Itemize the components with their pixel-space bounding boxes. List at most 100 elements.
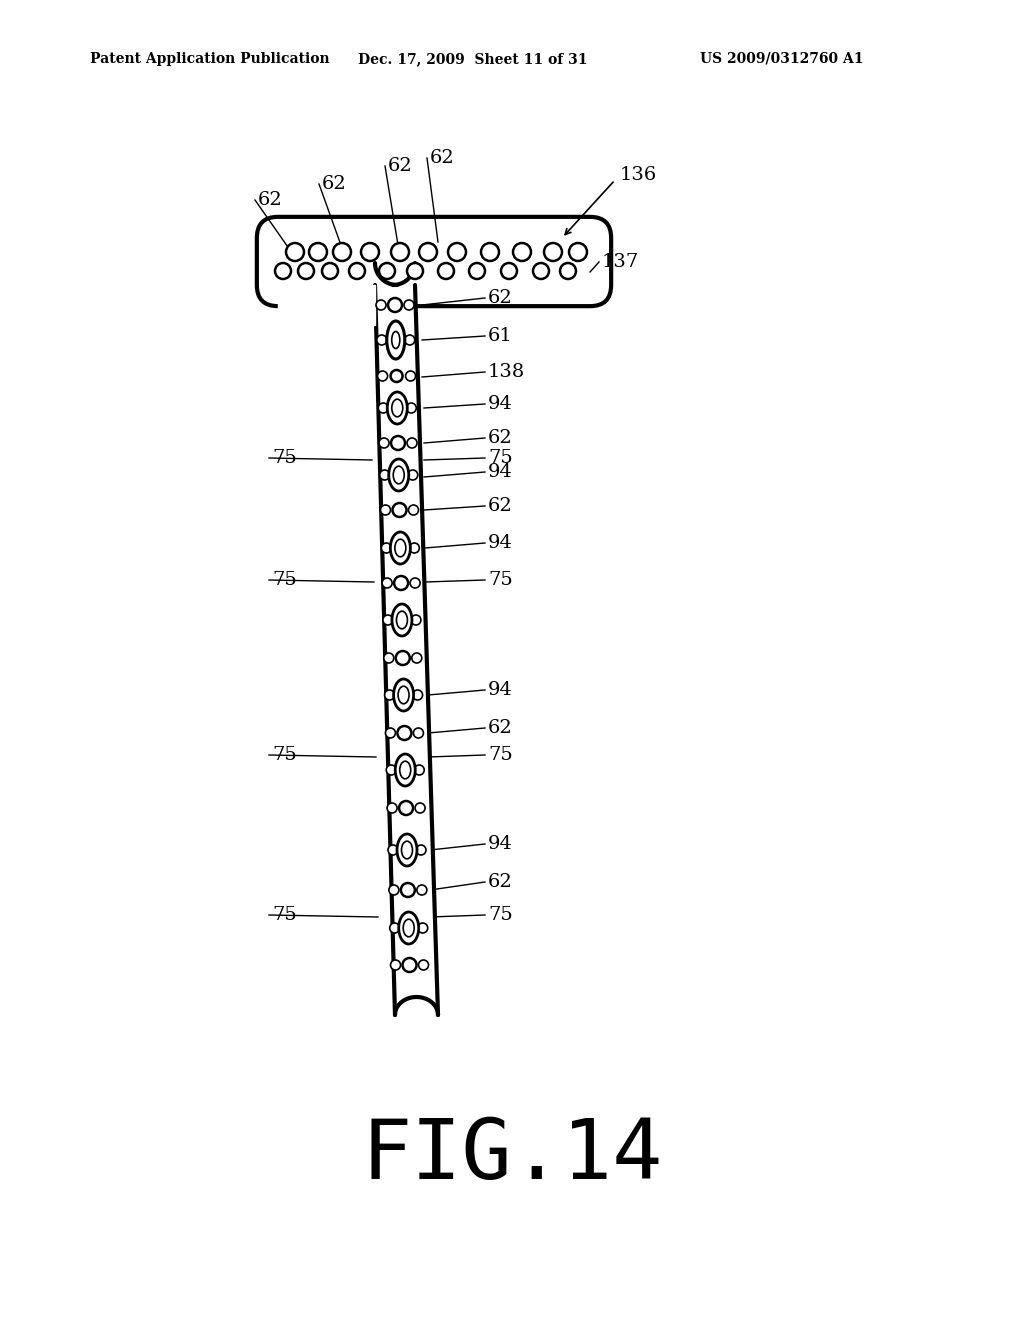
- Polygon shape: [393, 285, 397, 286]
- Circle shape: [560, 263, 575, 279]
- Text: 62: 62: [322, 176, 347, 193]
- Circle shape: [286, 243, 304, 261]
- Text: 94: 94: [488, 395, 513, 413]
- Text: 62: 62: [488, 498, 513, 515]
- Text: 94: 94: [488, 681, 513, 700]
- Text: 75: 75: [272, 572, 297, 589]
- Text: 75: 75: [272, 449, 297, 467]
- Text: Dec. 17, 2009  Sheet 11 of 31: Dec. 17, 2009 Sheet 11 of 31: [358, 51, 588, 66]
- Circle shape: [394, 576, 409, 590]
- Circle shape: [392, 503, 407, 517]
- Circle shape: [390, 960, 400, 970]
- Text: Patent Application Publication: Patent Application Publication: [90, 51, 330, 66]
- Circle shape: [501, 263, 517, 279]
- Text: 94: 94: [488, 463, 513, 480]
- Ellipse shape: [403, 919, 414, 937]
- Text: 136: 136: [620, 166, 657, 183]
- Circle shape: [397, 726, 412, 741]
- Ellipse shape: [395, 539, 406, 557]
- Circle shape: [404, 300, 414, 310]
- Circle shape: [534, 263, 549, 279]
- Circle shape: [419, 960, 428, 970]
- Text: 62: 62: [488, 719, 513, 737]
- Circle shape: [411, 615, 421, 624]
- Ellipse shape: [392, 399, 402, 417]
- Circle shape: [390, 923, 399, 933]
- Circle shape: [381, 506, 390, 515]
- Ellipse shape: [390, 532, 411, 564]
- Ellipse shape: [398, 912, 419, 944]
- Text: 75: 75: [488, 572, 513, 589]
- Circle shape: [569, 243, 587, 261]
- Circle shape: [407, 403, 417, 413]
- Circle shape: [413, 690, 423, 700]
- Text: 75: 75: [272, 746, 297, 764]
- Circle shape: [390, 370, 402, 381]
- Circle shape: [383, 615, 393, 624]
- Text: 137: 137: [602, 253, 639, 271]
- Circle shape: [275, 263, 291, 279]
- Circle shape: [404, 335, 415, 345]
- Circle shape: [409, 506, 419, 515]
- Circle shape: [379, 263, 395, 279]
- Circle shape: [379, 438, 389, 447]
- Ellipse shape: [396, 611, 408, 628]
- Text: 62: 62: [488, 873, 513, 891]
- Circle shape: [386, 766, 396, 775]
- Text: 138: 138: [488, 363, 525, 381]
- Circle shape: [418, 923, 428, 933]
- Circle shape: [406, 371, 416, 381]
- Text: 61: 61: [488, 327, 513, 345]
- Circle shape: [419, 243, 437, 261]
- Circle shape: [411, 578, 420, 587]
- Ellipse shape: [397, 834, 417, 866]
- Ellipse shape: [401, 841, 413, 859]
- Ellipse shape: [399, 762, 411, 779]
- Circle shape: [408, 470, 418, 480]
- Ellipse shape: [393, 466, 404, 484]
- Circle shape: [417, 884, 427, 895]
- FancyBboxPatch shape: [257, 216, 611, 306]
- Circle shape: [402, 958, 417, 972]
- Circle shape: [412, 653, 422, 663]
- Text: US 2009/0312760 A1: US 2009/0312760 A1: [700, 51, 863, 66]
- Circle shape: [322, 263, 338, 279]
- Circle shape: [333, 243, 351, 261]
- Circle shape: [361, 243, 379, 261]
- Circle shape: [381, 543, 391, 553]
- Text: FIG.14: FIG.14: [361, 1114, 663, 1196]
- Circle shape: [438, 263, 454, 279]
- Circle shape: [349, 263, 365, 279]
- Text: 94: 94: [488, 535, 513, 552]
- Circle shape: [391, 243, 409, 261]
- Circle shape: [380, 470, 390, 480]
- Circle shape: [298, 263, 314, 279]
- Circle shape: [414, 729, 423, 738]
- Circle shape: [378, 403, 388, 413]
- Circle shape: [391, 436, 406, 450]
- Text: 62: 62: [430, 149, 455, 168]
- Text: 75: 75: [488, 746, 513, 764]
- Circle shape: [449, 243, 466, 261]
- Text: 75: 75: [272, 906, 297, 924]
- Ellipse shape: [392, 605, 412, 636]
- Polygon shape: [375, 282, 438, 1015]
- Circle shape: [388, 298, 402, 312]
- Circle shape: [376, 300, 386, 310]
- Text: 62: 62: [258, 191, 283, 209]
- Circle shape: [416, 845, 426, 855]
- Circle shape: [378, 371, 387, 381]
- Ellipse shape: [395, 754, 415, 785]
- Circle shape: [385, 729, 395, 738]
- Circle shape: [389, 884, 399, 895]
- Ellipse shape: [398, 686, 409, 704]
- Text: 94: 94: [488, 836, 513, 853]
- Circle shape: [415, 766, 424, 775]
- Circle shape: [407, 263, 423, 279]
- Text: 75: 75: [488, 449, 513, 467]
- Circle shape: [513, 243, 531, 261]
- Circle shape: [415, 803, 425, 813]
- Text: 62: 62: [488, 289, 513, 308]
- Circle shape: [399, 801, 413, 814]
- Circle shape: [400, 883, 415, 898]
